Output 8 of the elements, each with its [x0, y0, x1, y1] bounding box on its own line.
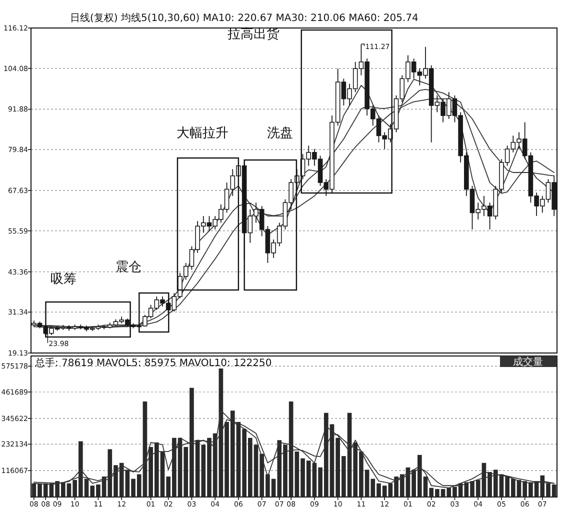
chart-title: 日线(复权) 均线5(10,30,60) MA10: 220.67 MA30: 210.06 MA60: 205.74 [70, 12, 418, 24]
chart-title: 总手: 78619 MAVOL5: 85975 MAVOL10: 122250 [34, 357, 272, 369]
annotation: 拉高出货 [228, 26, 280, 42]
annotation: 大幅拉升 [176, 126, 229, 141]
annotation: 洗盘 [266, 126, 293, 141]
annotation: 成交量 [513, 356, 543, 368]
annotation: 震仓 [116, 260, 142, 275]
annotation: 吸筹 [50, 272, 77, 287]
